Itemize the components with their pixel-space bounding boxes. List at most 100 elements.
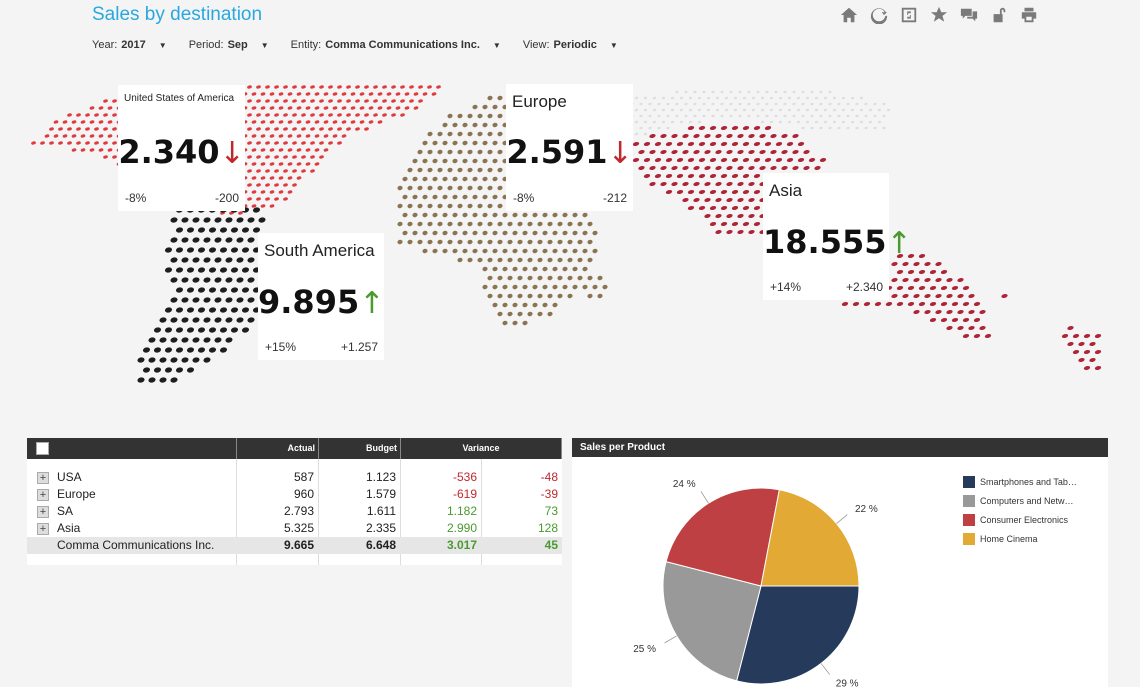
table-row[interactable]: + USA 587 1.123 -536 -48 bbox=[27, 469, 562, 486]
cell-actual: 960 bbox=[293, 487, 314, 501]
cell-budget: 2.335 bbox=[365, 521, 396, 535]
legend-swatch bbox=[963, 532, 975, 545]
expand-row-icon[interactable]: + bbox=[37, 472, 49, 484]
map-region-north-asia bbox=[630, 90, 891, 136]
cell-budget: 6.648 bbox=[365, 538, 396, 552]
cell-budget: 1.611 bbox=[366, 504, 396, 518]
cell-var-pct: 45 bbox=[544, 538, 558, 552]
pie-chart: 29 % 25 % 24 % 22 % bbox=[633, 479, 878, 687]
expand-all-icon[interactable] bbox=[36, 442, 49, 455]
variance-table: Actual Budget Variance + USA 587 1.123 -536 -… bbox=[27, 438, 562, 565]
legend-swatch bbox=[963, 494, 975, 507]
legend-item[interactable]: Smartphones and Tab… bbox=[963, 472, 1077, 491]
kpi-delta: +2.340 bbox=[845, 280, 883, 294]
column-variance[interactable]: Variance bbox=[400, 438, 562, 459]
cell-budget: 1.123 bbox=[365, 470, 396, 484]
row-label: Comma Communications Inc. bbox=[57, 538, 215, 552]
cell-actual: 9.665 bbox=[283, 538, 314, 552]
row-label: Asia bbox=[57, 521, 81, 535]
unlock-icon[interactable] bbox=[988, 4, 1009, 25]
legend-item[interactable]: Consumer Electronics bbox=[963, 510, 1077, 529]
refresh-icon[interactable] bbox=[868, 4, 889, 25]
map-region-south-america bbox=[137, 207, 277, 383]
chevron-down-icon: ▼ bbox=[158, 40, 167, 50]
arrow-down-icon: ↓ bbox=[607, 136, 633, 171]
legend-label: Computers and Netw… bbox=[980, 495, 1074, 506]
table-row[interactable]: + Europe 960 1.579 -619 -39 bbox=[27, 486, 562, 503]
cell-var: 1.182 bbox=[446, 504, 477, 518]
pie-label-leader bbox=[820, 663, 830, 675]
cell-var-pct: -39 bbox=[540, 487, 558, 501]
pie-value-label: 22 % bbox=[855, 504, 878, 515]
chevron-down-icon: ▼ bbox=[492, 40, 501, 50]
legend-label: Consumer Electronics bbox=[980, 514, 1069, 525]
kpi-usa[interactable]: United States of America 2.340↓ -8% -200 bbox=[118, 85, 245, 211]
sales-per-product-chart: Sales per Product 29 % 25 % 24 % 22 % Smart… bbox=[572, 438, 1108, 687]
chevron-down-icon: ▼ bbox=[609, 40, 618, 50]
pie-value-label: 29 % bbox=[836, 678, 859, 687]
cell-var: -619 bbox=[452, 487, 477, 501]
kpi-delta: -200 bbox=[214, 191, 239, 205]
pie-value-label: 25 % bbox=[633, 644, 656, 655]
expand-row-icon[interactable]: + bbox=[37, 523, 49, 535]
legend-label: Smartphones and Tab… bbox=[980, 476, 1077, 487]
chart-title: Sales per Product bbox=[572, 438, 1108, 457]
cell-actual: 2.793 bbox=[283, 504, 314, 518]
expand-row-icon[interactable]: + bbox=[37, 489, 49, 501]
kpi-asia[interactable]: Asia 18.555↑ +14% +2.340 bbox=[763, 173, 912, 300]
kpi-delta: -212 bbox=[602, 191, 627, 205]
column-actual[interactable]: Actual bbox=[236, 438, 318, 459]
toolbar bbox=[838, 4, 1039, 25]
kpi-delta: +1.257 bbox=[340, 340, 378, 354]
kpi-europe[interactable]: Europe 2.591↓ -8% -212 bbox=[506, 84, 633, 211]
cell-var-pct: -48 bbox=[540, 470, 558, 484]
arrow-up-icon: ↑ bbox=[359, 286, 385, 321]
expand-row-icon[interactable]: + bbox=[37, 506, 49, 518]
cell-var-pct: 73 bbox=[544, 504, 558, 518]
cell-var: -536 bbox=[452, 470, 477, 484]
star-icon[interactable] bbox=[928, 4, 949, 25]
table-total-row[interactable]: Comma Communications Inc. 9.665 6.648 3.017… bbox=[27, 537, 562, 554]
entity-filter[interactable]: Entity: Comma Communications Inc. ▼ bbox=[290, 39, 501, 51]
row-label: USA bbox=[57, 470, 82, 484]
row-label: Europe bbox=[57, 487, 96, 501]
home-icon[interactable] bbox=[838, 4, 859, 25]
pie-slice-smartphones-and-tab[interactable] bbox=[736, 585, 860, 685]
pie-slice-home-cinema[interactable] bbox=[760, 489, 860, 587]
table-row[interactable]: + Asia 5.325 2.335 2.990 128 bbox=[27, 520, 562, 537]
cell-actual: 587 bbox=[293, 470, 314, 484]
cell-var: 2.990 bbox=[446, 521, 477, 535]
year-filter[interactable]: Year: 2017 ▼ bbox=[92, 39, 167, 51]
kpi-value: 2.340 bbox=[118, 133, 220, 171]
table-header: Actual Budget Variance bbox=[27, 438, 562, 459]
pie-slice-computers-and-netw[interactable] bbox=[662, 561, 762, 682]
cell-var: 3.017 bbox=[446, 538, 477, 552]
pie-label-leader bbox=[700, 491, 709, 504]
kpi-percent: -8% bbox=[513, 191, 535, 205]
cell-var-pct: 128 bbox=[537, 521, 558, 535]
chevron-down-icon: ▼ bbox=[260, 40, 269, 50]
kpi-percent: -8% bbox=[125, 191, 147, 205]
legend-swatch bbox=[963, 513, 975, 526]
kpi-value: 18.555 bbox=[763, 223, 887, 261]
comments-icon[interactable] bbox=[958, 4, 979, 25]
pie-label-leader bbox=[664, 635, 677, 644]
page-title: Sales by destination bbox=[92, 4, 263, 25]
scenario-icon[interactable] bbox=[898, 4, 919, 25]
cell-actual: 5.325 bbox=[283, 521, 314, 535]
arrow-down-icon: ↓ bbox=[219, 136, 245, 171]
legend-item[interactable]: Computers and Netw… bbox=[963, 491, 1077, 510]
pie-label-leader bbox=[836, 514, 848, 524]
table-row[interactable]: + SA 2.793 1.611 1.182 73 bbox=[27, 503, 562, 520]
kpi-south-america[interactable]: South America 9.895↑ +15% +1.257 bbox=[258, 233, 384, 360]
filter-bar: Year: 2017 ▼ Period: Sep ▼ Entity: Comma Comm… bbox=[92, 39, 640, 51]
legend-item[interactable]: Home Cinema bbox=[963, 529, 1077, 548]
kpi-value: 9.895 bbox=[258, 283, 360, 321]
kpi-percent: +15% bbox=[265, 340, 297, 354]
print-icon[interactable] bbox=[1018, 4, 1039, 25]
legend-swatch bbox=[963, 475, 975, 488]
period-filter[interactable]: Period: Sep ▼ bbox=[188, 39, 269, 51]
view-filter[interactable]: View: Periodic ▼ bbox=[522, 39, 618, 51]
row-label: SA bbox=[57, 504, 74, 518]
column-budget[interactable]: Budget bbox=[318, 438, 400, 459]
